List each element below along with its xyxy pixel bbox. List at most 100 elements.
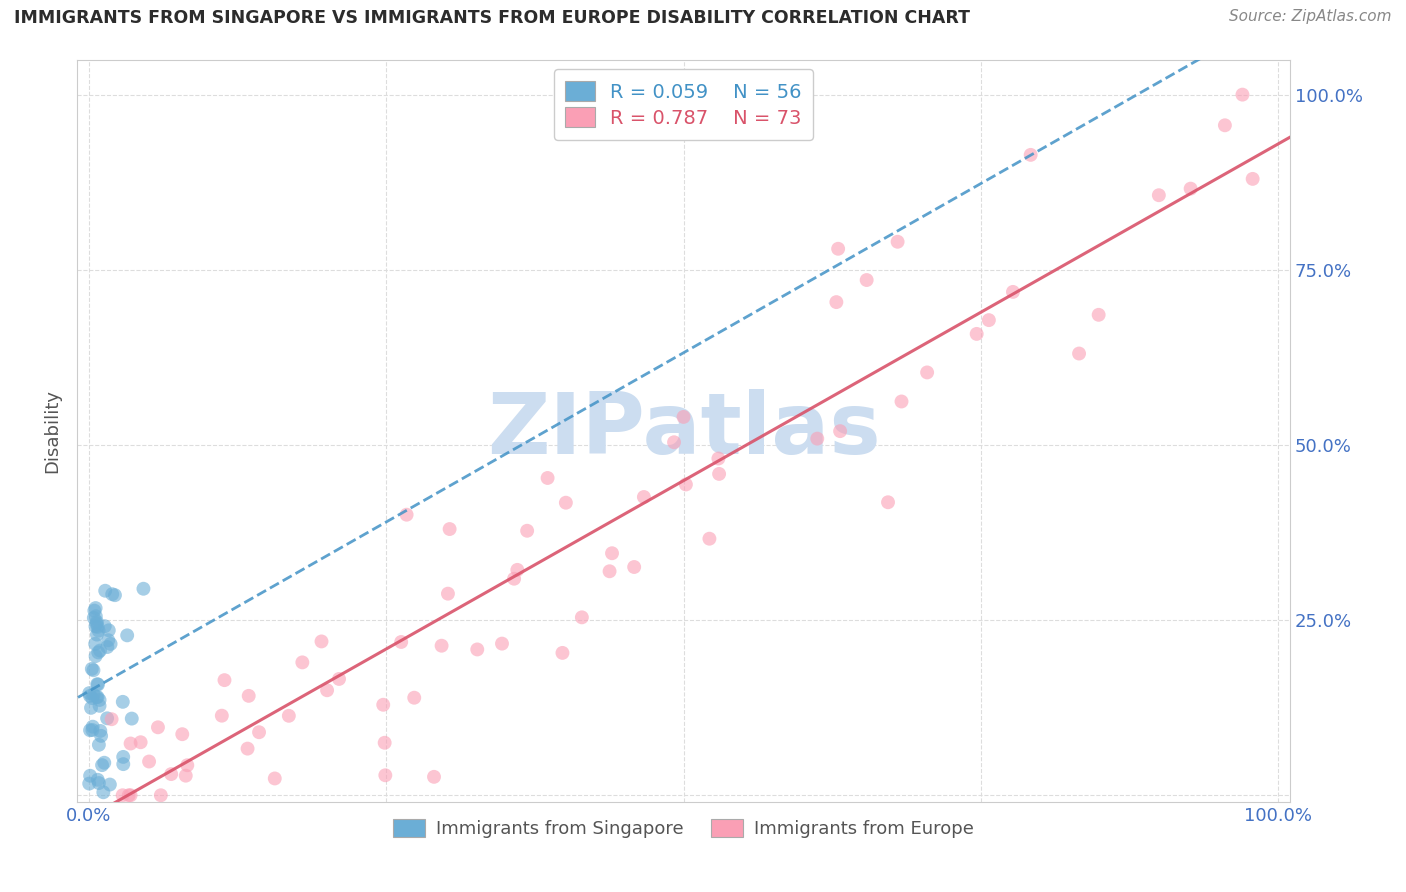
Point xyxy=(506,563,529,577)
Point xyxy=(111,789,134,803)
Point xyxy=(503,572,526,586)
Point xyxy=(86,615,108,629)
Point xyxy=(430,639,453,653)
Point xyxy=(491,637,513,651)
Point xyxy=(174,769,197,783)
Point xyxy=(855,273,877,287)
Point xyxy=(699,532,721,546)
Point xyxy=(238,689,260,703)
Point xyxy=(90,729,112,743)
Point xyxy=(96,711,118,725)
Point xyxy=(87,677,110,691)
Point xyxy=(827,242,849,256)
Point xyxy=(1180,181,1202,195)
Point xyxy=(94,619,117,633)
Point xyxy=(111,695,134,709)
Text: Source: ZipAtlas.com: Source: ZipAtlas.com xyxy=(1229,9,1392,24)
Point xyxy=(87,645,110,659)
Point xyxy=(890,394,912,409)
Point xyxy=(160,767,183,781)
Point xyxy=(82,720,104,734)
Point xyxy=(395,508,418,522)
Point xyxy=(82,691,104,706)
Point xyxy=(662,435,685,450)
Text: IMMIGRANTS FROM SINGAPORE VS IMMIGRANTS FROM EUROPE DISABILITY CORRELATION CHART: IMMIGRANTS FROM SINGAPORE VS IMMIGRANTS … xyxy=(14,9,970,27)
Point xyxy=(374,768,396,782)
Point xyxy=(633,490,655,504)
Point xyxy=(86,690,108,705)
Point xyxy=(86,620,108,634)
Point xyxy=(138,755,160,769)
Point xyxy=(437,587,460,601)
Point xyxy=(1232,87,1254,102)
Point xyxy=(87,624,110,638)
Point xyxy=(82,663,104,677)
Point xyxy=(79,769,101,783)
Point xyxy=(98,778,121,792)
Point xyxy=(91,758,114,772)
Point xyxy=(536,471,558,485)
Point xyxy=(115,628,138,642)
Point xyxy=(112,757,135,772)
Point xyxy=(277,708,299,723)
Point xyxy=(84,649,107,664)
Point xyxy=(423,770,446,784)
Point xyxy=(120,737,142,751)
Point xyxy=(291,656,314,670)
Point xyxy=(374,736,396,750)
Point xyxy=(966,326,988,341)
Point xyxy=(79,689,101,703)
Point xyxy=(86,677,108,691)
Point xyxy=(830,424,852,438)
Point xyxy=(83,611,105,625)
Point xyxy=(79,686,101,700)
Point xyxy=(112,750,135,764)
Point xyxy=(104,588,127,602)
Point xyxy=(316,683,339,698)
Point xyxy=(80,701,103,715)
Point xyxy=(600,546,623,560)
Point xyxy=(554,496,576,510)
Point xyxy=(672,409,695,424)
Point xyxy=(89,643,111,657)
Point xyxy=(465,642,488,657)
Point xyxy=(211,708,233,723)
Point xyxy=(87,772,110,787)
Point xyxy=(149,789,172,803)
Point xyxy=(311,634,333,648)
Point xyxy=(89,693,111,707)
Point xyxy=(101,587,124,601)
Point xyxy=(87,776,110,790)
Point xyxy=(97,633,120,648)
Point xyxy=(247,725,270,739)
Point xyxy=(84,601,107,615)
Point xyxy=(551,646,574,660)
Point xyxy=(1147,188,1170,202)
Point xyxy=(373,698,395,712)
Point xyxy=(100,637,122,651)
Point xyxy=(84,619,107,633)
Point xyxy=(236,741,259,756)
Point xyxy=(806,432,828,446)
Point xyxy=(263,772,285,786)
Point xyxy=(120,789,142,803)
Point xyxy=(1001,285,1024,299)
Point xyxy=(86,690,108,704)
Point xyxy=(118,789,141,803)
Point xyxy=(707,451,730,466)
Point xyxy=(94,583,117,598)
Point xyxy=(389,635,412,649)
Point xyxy=(86,627,108,641)
Point xyxy=(404,690,426,705)
Point xyxy=(93,756,115,770)
Point xyxy=(86,616,108,631)
Point xyxy=(82,723,104,737)
Point xyxy=(439,522,461,536)
Point xyxy=(1067,346,1090,360)
Point xyxy=(129,735,152,749)
Point xyxy=(1241,172,1264,186)
Point xyxy=(623,560,645,574)
Point xyxy=(1019,148,1042,162)
Point xyxy=(599,564,621,578)
Text: ZIPatlas: ZIPatlas xyxy=(486,390,880,473)
